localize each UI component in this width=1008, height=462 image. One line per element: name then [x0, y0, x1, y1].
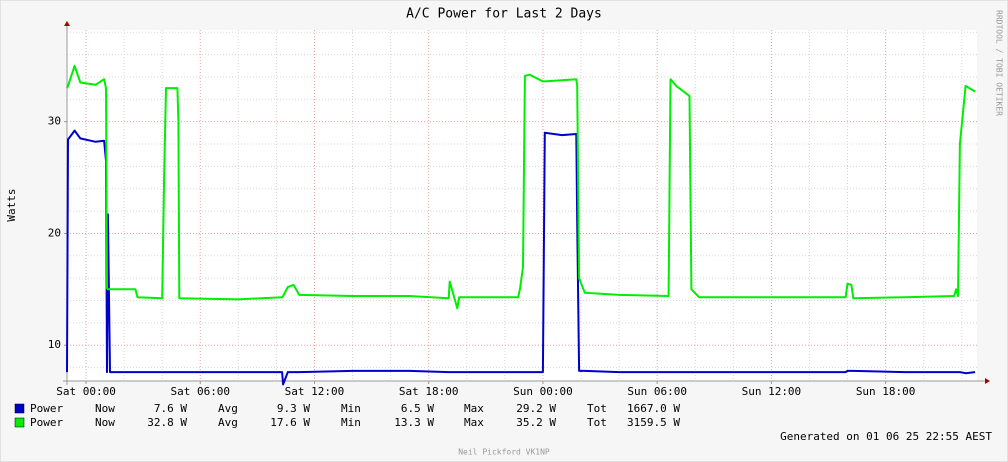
- x-tick-label: Sat 06:00: [170, 385, 230, 398]
- x-axis-arrow: [985, 378, 990, 384]
- legend-stat-label: Now: [95, 402, 115, 415]
- legend-label: Power: [30, 402, 63, 415]
- legend-stat-label: Max: [464, 402, 484, 415]
- legend-stat-value: 35.2 W: [516, 416, 556, 429]
- y-axis-label: Watts: [5, 188, 18, 221]
- legend-stat-label: Min: [341, 402, 361, 415]
- legend-stat-value: 29.2 W: [516, 402, 556, 415]
- x-tick-label: Sun 00:00: [513, 385, 573, 398]
- legend-stat-label: Avg: [218, 416, 238, 429]
- legend-stat-value: 1667.0 W: [627, 402, 680, 415]
- legend-stat-label: Min: [341, 416, 361, 429]
- chart-title: A/C Power for Last 2 Days: [406, 7, 602, 22]
- legend-stat-value: 6.5 W: [401, 402, 434, 415]
- plot-area: [67, 30, 977, 381]
- x-tick-label: Sun 06:00: [627, 385, 687, 398]
- series-line: [66, 129, 976, 386]
- x-tick-label: Sat 18:00: [399, 385, 459, 398]
- legend-swatch: [14, 417, 25, 428]
- footer: Generated on 01 06 25 22:55 AEST: [780, 430, 992, 443]
- watermark: RRDTOOL / TOBI OETIKER: [995, 10, 1004, 116]
- y-axis-arrow: [64, 21, 70, 26]
- series-line: [66, 64, 976, 310]
- y-tick-label: 30: [48, 115, 61, 128]
- x-tick-label: Sun 18:00: [856, 385, 916, 398]
- legend-label: Power: [30, 416, 63, 429]
- legend-stat-label: Now: [95, 416, 115, 429]
- legend-stat-label: Max: [464, 416, 484, 429]
- legend-stat-label: Tot: [587, 402, 607, 415]
- x-tick-label: Sun 12:00: [742, 385, 802, 398]
- legend-stat-value: 32.8 W: [147, 416, 187, 429]
- legend-stat-value: 9.3 W: [277, 402, 310, 415]
- credit: Neil Pickford VK1NP: [458, 448, 550, 457]
- x-tick-label: Sat 12:00: [285, 385, 345, 398]
- legend-stat-value: 13.3 W: [394, 416, 434, 429]
- legend-stat-value: 7.6 W: [154, 402, 187, 415]
- legend-stat-value: 3159.5 W: [627, 416, 680, 429]
- legend-stat-label: Avg: [218, 402, 238, 415]
- legend-stat-value: 17.6 W: [270, 416, 310, 429]
- x-tick-label: Sat 00:00: [56, 385, 116, 398]
- legend-stat-label: Tot: [587, 416, 607, 429]
- legend-swatch: [14, 403, 25, 414]
- y-tick-label: 10: [48, 338, 61, 351]
- y-tick-label: 20: [48, 226, 61, 239]
